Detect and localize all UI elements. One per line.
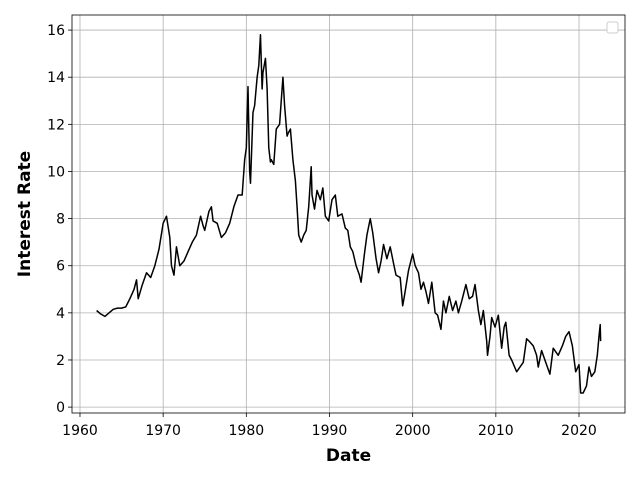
y-tick-label: 16 [47,23,65,39]
plot-area [72,15,625,413]
y-tick-label: 6 [56,259,65,275]
x-tick-label: 1970 [145,423,181,439]
x-tick-label: 2020 [561,423,597,439]
y-tick-label: 10 [47,164,65,180]
y-tick-label: 12 [47,117,65,133]
y-tick-label: 2 [56,353,65,369]
axes-frame [71,14,626,414]
y-axis-label: Interest Rate [15,151,35,277]
legend [606,21,619,34]
data-line [96,34,602,394]
y-tick-label: 8 [56,212,65,228]
x-axis-label: Date [326,446,371,466]
x-tick-label: 2000 [395,423,431,439]
x-tick-label: 1960 [62,423,98,439]
x-tick-label: 2010 [478,423,514,439]
x-tick-label: 1990 [312,423,348,439]
y-tick-label: 4 [56,306,65,322]
x-tick-label: 1980 [229,423,265,439]
y-tick-label: 14 [47,70,65,86]
y-tick-label: 0 [56,400,65,416]
